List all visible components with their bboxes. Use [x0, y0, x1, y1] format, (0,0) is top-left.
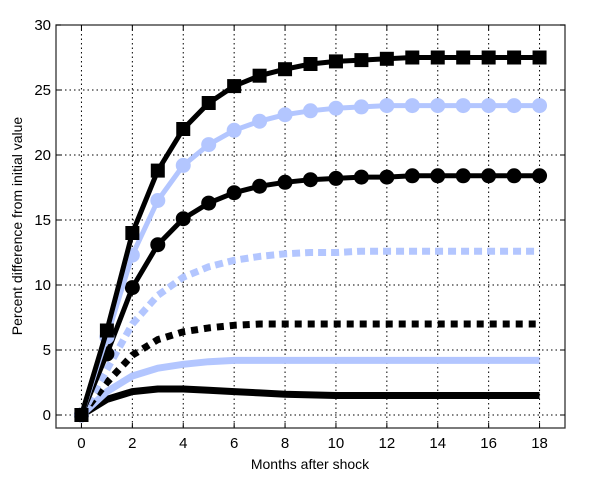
y-tick-label: 0 [43, 407, 51, 424]
origin-marker [74, 408, 89, 422]
series-1-marker [201, 96, 216, 110]
series-3-marker [532, 168, 548, 184]
series-2-marker [201, 137, 217, 153]
series-3-marker [328, 170, 344, 186]
plot-frame [55, 24, 566, 429]
series-3-marker [150, 237, 166, 253]
series-3-marker [175, 211, 191, 227]
x-tick-label: 10 [328, 435, 345, 452]
series-7-line [79, 385, 540, 418]
series-3-marker [201, 195, 217, 211]
x-tick-label: 4 [179, 435, 187, 452]
series-1-marker [227, 79, 242, 94]
series-1-marker [176, 122, 191, 136]
series-2-marker [481, 98, 497, 114]
x-tick-label: 6 [230, 435, 238, 452]
x-tick-label: 0 [77, 435, 85, 452]
series-2-marker [404, 98, 420, 114]
y-tick-label: 15 [34, 212, 51, 229]
series-2-marker [532, 98, 548, 114]
series-1-marker [456, 50, 471, 65]
x-axis-label: Months after shock [251, 456, 370, 472]
series-3-marker [303, 172, 318, 188]
series-2-marker [150, 193, 166, 208]
series-2-marker [353, 99, 369, 115]
series-6-line [79, 356, 540, 418]
series-2-marker [455, 98, 471, 114]
series-1-marker [430, 50, 445, 65]
x-tick-label: 18 [531, 435, 548, 452]
series-1-marker [99, 323, 114, 338]
series-3-marker [124, 280, 140, 296]
series-2-marker [175, 157, 191, 173]
series-5-line [78, 320, 540, 418]
series-3-marker [455, 168, 471, 184]
series-3-marker [252, 178, 268, 194]
series-3-marker [430, 168, 446, 184]
series-2-marker [252, 113, 268, 129]
series-2-marker [430, 98, 446, 114]
y-tick-label: 10 [34, 277, 51, 294]
series-3-marker [226, 185, 242, 201]
series-1-marker [481, 50, 496, 65]
series-4-line [78, 247, 540, 417]
series-1-marker [507, 50, 522, 65]
series-2-marker [379, 98, 395, 114]
series-1-marker [532, 50, 547, 65]
x-tick-label: 8 [281, 435, 289, 452]
series-1-marker [379, 51, 394, 66]
y-tick-label: 5 [43, 342, 51, 359]
series-1-marker [252, 68, 267, 83]
y-tick-label: 20 [34, 147, 51, 164]
series-1-marker [303, 57, 318, 71]
series-3-marker [277, 174, 293, 190]
y-tick-label: 30 [34, 17, 51, 34]
y-tick-label: 25 [34, 82, 51, 99]
series-3-marker [404, 168, 420, 184]
tick-labels: 0 2 4 6 8 10 12 14 16 18 0 5 10 15 20 25 30 [34, 17, 565, 452]
series-2-marker [328, 100, 344, 116]
series-1-marker [405, 50, 420, 65]
series-1-marker [328, 54, 343, 69]
series-1-marker [278, 62, 293, 77]
series-1-marker [125, 226, 140, 240]
series-2-marker [226, 122, 242, 138]
series-1-marker [150, 163, 165, 178]
y-axis-label: Percent difference from initial value [9, 117, 25, 336]
series-2-marker [303, 103, 318, 119]
x-tick-label: 12 [379, 435, 396, 452]
x-tick-label: 2 [128, 435, 136, 452]
x-tick-label: 16 [480, 435, 497, 452]
series-group [73, 50, 548, 423]
series-2-marker [277, 107, 293, 123]
x-tick-label: 14 [429, 435, 446, 452]
series-1-marker [354, 53, 369, 68]
series-2-marker [506, 98, 522, 114]
series-3-marker [379, 169, 395, 185]
series-3-marker [481, 168, 497, 184]
series-3-marker [506, 168, 522, 184]
series-3-marker [353, 169, 369, 185]
